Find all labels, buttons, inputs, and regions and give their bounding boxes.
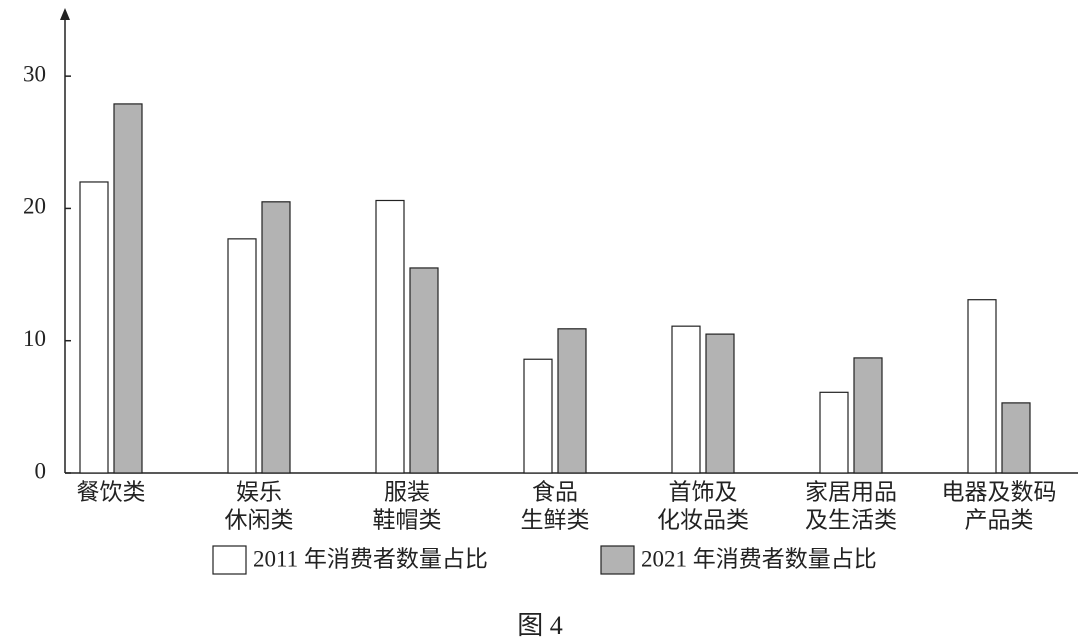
x-tick-label: 服装 xyxy=(384,479,430,504)
legend-label: 2011 年消费者数量占比 xyxy=(253,546,488,571)
bar xyxy=(375,199,405,474)
bar xyxy=(853,357,883,474)
x-tick-label: 产品类 xyxy=(965,507,1034,532)
x-tick-label: 化妆品类 xyxy=(657,507,749,532)
x-tick-label: 家居用品 xyxy=(805,479,897,504)
y-tick-label: 20 xyxy=(23,194,46,219)
bar xyxy=(79,181,109,474)
x-tick-label: 食品 xyxy=(532,479,578,504)
caption: 图 4 xyxy=(517,611,563,640)
legend-swatch xyxy=(600,545,635,575)
x-tick-label: 娱乐 xyxy=(236,479,282,504)
x-tick-label: 餐饮类 xyxy=(77,479,146,504)
bar xyxy=(261,201,291,474)
bar xyxy=(967,299,997,474)
x-tick-label: 生鲜类 xyxy=(521,507,590,532)
y-tick-label: 0 xyxy=(35,458,47,483)
bar xyxy=(227,238,257,474)
bar xyxy=(671,325,701,474)
x-tick-label: 电器及数码 xyxy=(942,479,1057,504)
axis-arrow xyxy=(60,8,70,20)
y-tick-label: 10 xyxy=(23,326,46,351)
x-tick-label: 首饰及 xyxy=(669,479,738,504)
legend-label: 2021 年消费者数量占比 xyxy=(641,546,877,571)
bar xyxy=(409,267,439,474)
bar xyxy=(523,358,553,474)
bar xyxy=(1001,402,1031,474)
bar xyxy=(705,333,735,474)
bar xyxy=(113,103,143,474)
x-tick-label: 休闲类 xyxy=(225,507,294,532)
x-tick-label: 鞋帽类 xyxy=(373,507,442,532)
bar xyxy=(819,391,849,474)
x-tick-label: 及生活类 xyxy=(805,507,897,532)
legend-swatch xyxy=(212,545,247,575)
y-tick-label: 30 xyxy=(23,61,46,86)
bar xyxy=(557,328,587,474)
